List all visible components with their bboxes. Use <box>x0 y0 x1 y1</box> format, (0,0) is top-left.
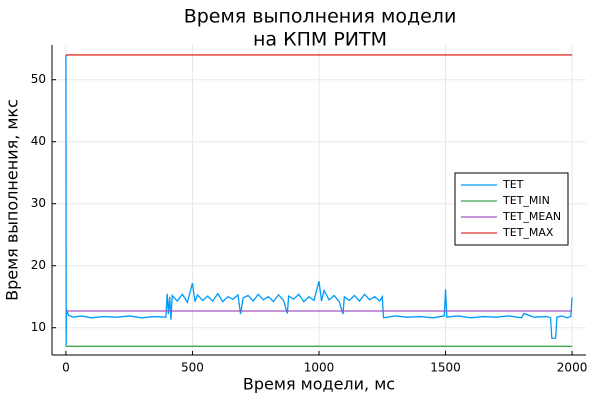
y-tick-label: 40 <box>31 134 46 148</box>
legend-label: TET_MIN <box>502 194 550 207</box>
y-tick-label: 50 <box>31 72 46 86</box>
series-line <box>65 54 573 347</box>
y-tick-label: 30 <box>31 196 46 210</box>
legend-label: TET <box>502 178 524 191</box>
x-axis-label: Время модели, мс <box>243 375 395 394</box>
x-tick-label: 2000 <box>557 361 588 375</box>
legend-label: TET_MEAN <box>502 210 561 223</box>
x-tick-label: 1000 <box>304 361 335 375</box>
y-axis-label: Время выполнения, мкс <box>3 99 22 301</box>
x-tick-label: 1500 <box>430 361 461 375</box>
y-tick-label: 20 <box>31 258 46 272</box>
y-tick-label: 10 <box>31 320 46 334</box>
chart-title: на КПМ РИТМ <box>253 29 387 51</box>
legend-label: TET_MAX <box>502 226 554 239</box>
chart-title: Время выполнения модели <box>184 6 457 28</box>
x-tick-label: 500 <box>181 361 204 375</box>
x-tick-label: 0 <box>62 361 70 375</box>
